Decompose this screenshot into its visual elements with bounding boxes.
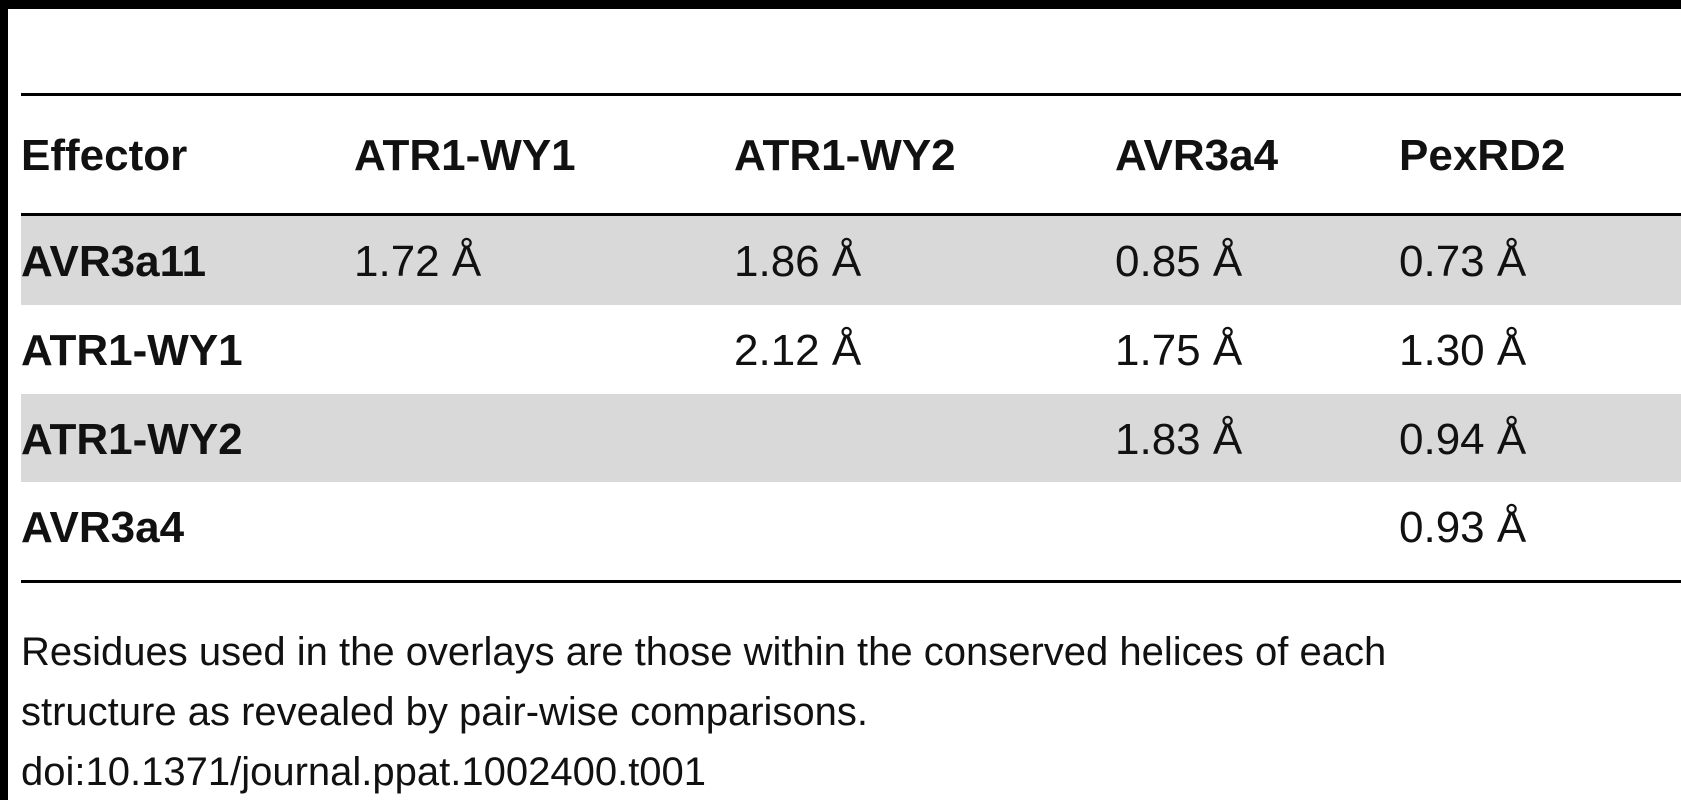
cell-value: 0.94 Å (1399, 415, 1527, 464)
row-label: AVR3a4 (21, 503, 185, 552)
table-top-rule (21, 93, 1681, 96)
cell-value: 1.83 Å (1115, 415, 1243, 464)
cell-value: 2.12 Å (734, 326, 862, 375)
header-cell: AVR3a4 (1115, 131, 1279, 180)
footnote-line: structure as revealed by pair-wise compa… (21, 690, 869, 734)
row-label: ATR1-WY2 (21, 415, 243, 464)
cell-value: 1.72 Å (354, 237, 482, 286)
header-cell: PexRD2 (1399, 131, 1566, 180)
header-cell: ATR1-WY2 (734, 131, 956, 180)
header-rule (21, 213, 1681, 216)
header-cell: ATR1-WY1 (354, 131, 576, 180)
row-label: ATR1-WY1 (21, 326, 243, 375)
left-bar (0, 0, 8, 800)
footnote-line: Residues used in the overlays are those … (21, 630, 1387, 674)
row-label: AVR3a11 (21, 237, 207, 286)
row-shade (21, 394, 1681, 482)
header-cell: Effector (21, 131, 188, 180)
cell-value: 0.93 Å (1399, 503, 1527, 552)
cell-value: 0.85 Å (1115, 237, 1243, 286)
cell-value: 1.86 Å (734, 237, 862, 286)
cell-value: 1.75 Å (1115, 326, 1243, 375)
cell-value: 1.30 Å (1399, 326, 1527, 375)
table-bottom-rule (21, 580, 1681, 583)
doi: doi:10.1371/journal.ppat.1002400.t001 (21, 750, 707, 794)
top-rule (0, 0, 1681, 9)
row-shade (21, 216, 1681, 305)
cell-value: 0.73 Å (1399, 237, 1527, 286)
